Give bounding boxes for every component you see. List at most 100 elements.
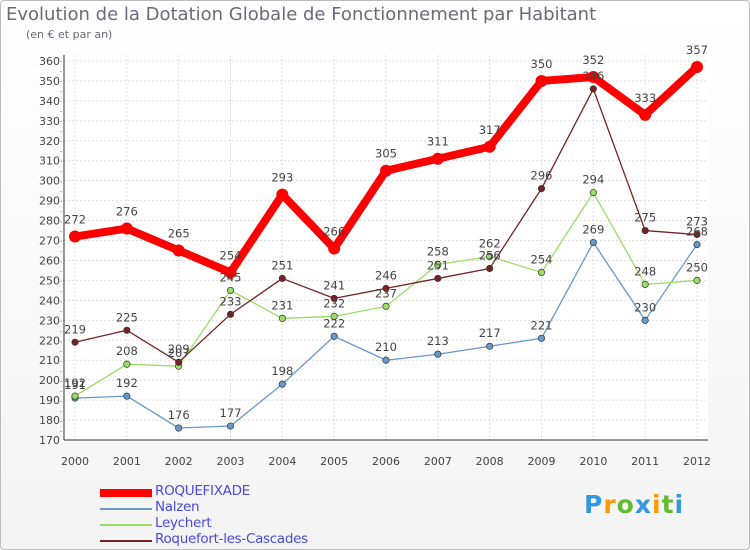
data-point bbox=[434, 260, 442, 269]
logo-letter: i bbox=[652, 490, 662, 519]
data-label: 217 bbox=[479, 326, 501, 340]
data-label: 357 bbox=[686, 43, 708, 57]
data-point bbox=[483, 140, 496, 153]
data-label: 266 bbox=[323, 225, 345, 239]
legend-label: Leychert bbox=[155, 515, 212, 531]
data-point bbox=[120, 222, 133, 235]
data-label: 346 bbox=[582, 69, 604, 83]
data-point bbox=[123, 326, 131, 334]
data-label: 198 bbox=[271, 364, 293, 378]
x-tick-label: 2003 bbox=[217, 455, 245, 468]
data-point bbox=[172, 244, 185, 257]
y-tick-label: 320 bbox=[39, 135, 60, 148]
data-label: 350 bbox=[531, 57, 553, 71]
data-point bbox=[641, 280, 649, 288]
data-point bbox=[226, 310, 235, 318]
data-point bbox=[278, 380, 286, 388]
data-point bbox=[434, 274, 442, 282]
data-point bbox=[587, 70, 600, 83]
data-point bbox=[693, 276, 701, 284]
x-tick-label: 2011 bbox=[631, 455, 659, 468]
y-tick-label: 180 bbox=[39, 414, 60, 427]
y-tick-label: 310 bbox=[39, 155, 60, 168]
data-point bbox=[278, 314, 286, 322]
x-tick-label: 2001 bbox=[113, 455, 141, 468]
data-label: 176 bbox=[168, 408, 190, 422]
data-label: 268 bbox=[686, 225, 708, 239]
data-label: 233 bbox=[220, 294, 242, 308]
data-label: 241 bbox=[323, 278, 345, 292]
data-point bbox=[330, 294, 338, 302]
data-point bbox=[71, 392, 79, 400]
data-point bbox=[382, 284, 390, 292]
y-tick-label: 280 bbox=[39, 215, 60, 228]
x-tick-label: 2010 bbox=[579, 455, 607, 468]
y-tick-label: 250 bbox=[39, 274, 60, 287]
data-point bbox=[226, 422, 235, 430]
data-label: 251 bbox=[271, 258, 293, 272]
data-label: 177 bbox=[220, 406, 242, 420]
data-point bbox=[486, 252, 494, 261]
data-label: 208 bbox=[116, 344, 138, 358]
data-point bbox=[589, 85, 597, 93]
y-tick-label: 300 bbox=[39, 175, 60, 188]
data-point bbox=[641, 227, 649, 235]
data-label: 296 bbox=[531, 169, 553, 183]
data-label: 294 bbox=[582, 173, 604, 187]
logo-letter: r bbox=[603, 490, 617, 519]
data-point bbox=[175, 424, 183, 432]
data-label: 191 bbox=[64, 378, 86, 392]
data-label: 265 bbox=[168, 227, 190, 241]
y-tick-label: 360 bbox=[39, 55, 60, 68]
data-point bbox=[69, 230, 81, 243]
y-tick-label: 340 bbox=[39, 95, 60, 108]
logo-letter: t bbox=[661, 490, 675, 519]
data-point bbox=[693, 240, 701, 249]
data-point bbox=[693, 230, 701, 239]
data-point bbox=[434, 350, 442, 358]
data-label: 219 bbox=[64, 322, 86, 336]
y-tick-label: 330 bbox=[39, 115, 60, 128]
x-tick-label: 2004 bbox=[268, 455, 296, 468]
legend-label: Nalzen bbox=[155, 499, 200, 515]
legend-label: ROQUEFIXADE bbox=[155, 483, 250, 499]
chart-title: Evolution de la Dotation Globale de Fonc… bbox=[6, 4, 597, 25]
data-point bbox=[71, 338, 79, 346]
data-label: 254 bbox=[531, 252, 553, 266]
data-label: 209 bbox=[168, 342, 190, 356]
data-point bbox=[328, 242, 341, 255]
data-point bbox=[175, 358, 183, 366]
x-tick-label: 2005 bbox=[320, 455, 348, 468]
data-label: 275 bbox=[634, 211, 656, 225]
data-point bbox=[691, 60, 703, 73]
data-point bbox=[382, 302, 390, 310]
data-label: 237 bbox=[375, 286, 397, 300]
data-point bbox=[226, 286, 235, 294]
data-label: 213 bbox=[427, 334, 449, 348]
data-label: 258 bbox=[427, 244, 449, 258]
data-label: 192 bbox=[116, 376, 138, 390]
x-tick-label: 2009 bbox=[528, 455, 556, 468]
data-point bbox=[382, 356, 390, 364]
data-label: 276 bbox=[116, 205, 138, 219]
data-point bbox=[123, 360, 131, 368]
data-label: 207 bbox=[168, 346, 190, 360]
data-label: 352 bbox=[582, 53, 604, 67]
y-tick-label: 350 bbox=[39, 75, 60, 88]
x-tick-label: 2002 bbox=[165, 455, 193, 468]
data-point bbox=[535, 74, 548, 87]
data-point bbox=[380, 164, 392, 177]
data-point bbox=[431, 152, 444, 165]
data-label: 311 bbox=[427, 135, 449, 149]
data-label: 305 bbox=[375, 147, 397, 161]
x-tick-label: 2000 bbox=[61, 455, 89, 468]
data-label: 245 bbox=[220, 270, 242, 284]
data-label: 225 bbox=[116, 310, 138, 324]
logo-letter: x bbox=[634, 490, 652, 519]
y-tick-label: 270 bbox=[39, 235, 60, 248]
logo-letter: P bbox=[584, 490, 604, 519]
data-point bbox=[486, 264, 494, 273]
x-tick-label: 2012 bbox=[683, 455, 711, 468]
data-label: 317 bbox=[479, 123, 501, 137]
